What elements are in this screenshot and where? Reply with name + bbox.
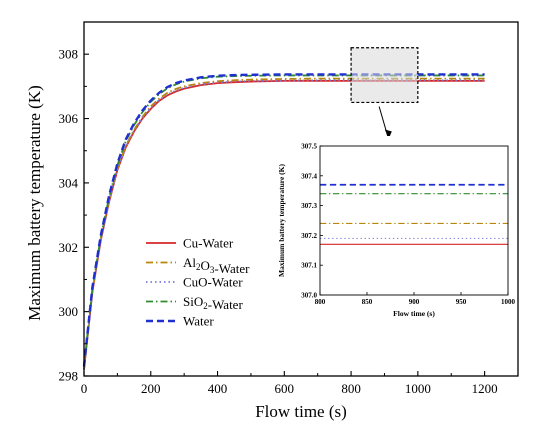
x-tick-label: 400 xyxy=(208,381,228,396)
legend-label: Al2O3-Water xyxy=(183,255,250,276)
y-tick-label: 306 xyxy=(59,111,79,126)
x-axis-title: Flow time (s) xyxy=(255,402,347,421)
inset-y-tick-label: 307.3 xyxy=(301,202,317,210)
plot-frame xyxy=(83,21,519,377)
zoom-box xyxy=(350,47,419,104)
legend-label: SiO2-Water xyxy=(183,294,243,312)
inset-background xyxy=(268,136,514,326)
x-tick-label: 800 xyxy=(341,381,361,396)
inset-y-tick-label: 307.4 xyxy=(301,172,317,180)
y-tick-label: 308 xyxy=(59,47,79,62)
x-tick-label: 1000 xyxy=(405,381,431,396)
inset-x-tick-label: 850 xyxy=(362,298,373,306)
inset-plot: 800 850 900 950 1000 307.0 307.1 307.2 307.3 307.… xyxy=(268,136,516,326)
inset-x-tick-label: 950 xyxy=(456,298,467,306)
inset-x-tick-label: 1000 xyxy=(501,298,516,306)
inset-x-tick-label: 800 xyxy=(315,298,326,306)
x-tick-label: 1200 xyxy=(472,381,498,396)
inset-y-tick-label: 307.5 xyxy=(301,143,317,151)
inset-y-axis-title: Maximum battery temperature (K) xyxy=(277,164,286,277)
legend-label: Water xyxy=(183,314,214,329)
y-axis-title: Maximum battery temperature (K) xyxy=(25,85,44,321)
main-plot: 0 200 400 600 800 1000 1200 298 300 302 304 306 308 F… xyxy=(25,21,519,421)
inset-x-axis-title: Flow time (s) xyxy=(393,309,435,318)
x-tick-label: 0 xyxy=(81,381,88,396)
inset-y-tick-label: 307.2 xyxy=(301,232,317,240)
y-tick-label: 302 xyxy=(59,240,79,255)
y-tick-label: 304 xyxy=(59,175,79,190)
inset-y-tick-label: 307.1 xyxy=(301,262,317,270)
legend-label: CuO-Water xyxy=(183,275,243,290)
y-tick-label: 298 xyxy=(59,369,79,384)
inset-y-tick-label: 307.0 xyxy=(301,292,317,300)
x-tick-label: 200 xyxy=(141,381,161,396)
y-tick-label: 300 xyxy=(59,304,79,319)
inset-x-tick-label: 900 xyxy=(409,298,420,306)
x-tick-label: 600 xyxy=(275,381,295,396)
legend-label: Cu-Water xyxy=(183,236,234,251)
zoom-arrowhead xyxy=(384,129,392,139)
